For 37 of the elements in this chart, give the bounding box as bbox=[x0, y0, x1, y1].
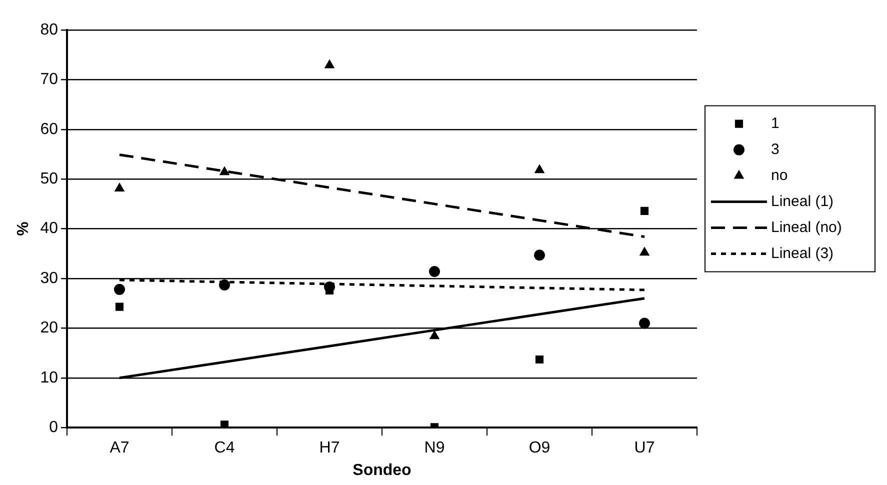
point bbox=[639, 318, 650, 329]
point bbox=[640, 206, 649, 215]
point bbox=[429, 266, 440, 278]
point bbox=[114, 284, 125, 295]
point bbox=[115, 302, 124, 311]
y-tick-label: 0 bbox=[49, 419, 58, 436]
y-tick-label: 40 bbox=[40, 220, 58, 238]
legend-label: 1 bbox=[771, 114, 780, 132]
point bbox=[324, 60, 334, 68]
point bbox=[640, 247, 650, 256]
point bbox=[535, 355, 544, 364]
point bbox=[220, 166, 230, 176]
point bbox=[534, 250, 545, 261]
x-tick-label: C4 bbox=[214, 440, 235, 457]
x-tick-label: O9 bbox=[528, 440, 550, 457]
y-tick-label: 60 bbox=[40, 120, 58, 138]
x-tick-label: N9 bbox=[424, 440, 445, 457]
legend-label: Lineal (no) bbox=[771, 218, 842, 236]
y-tick-label: 10 bbox=[40, 369, 58, 386]
x-tick-label: A7 bbox=[110, 440, 130, 457]
x-axis-title: Sondeo bbox=[352, 462, 412, 479]
x-tick-label: U7 bbox=[634, 440, 655, 457]
point bbox=[430, 330, 440, 340]
y-tick-label: 30 bbox=[40, 270, 58, 287]
y-axis-title: % bbox=[15, 222, 32, 236]
point bbox=[114, 183, 124, 192]
y-tick-label: 70 bbox=[40, 71, 58, 88]
y-tick-label: 20 bbox=[40, 320, 58, 337]
x-tick-label: H7 bbox=[319, 440, 340, 457]
point bbox=[219, 279, 230, 290]
legend-label: Lineal (3) bbox=[771, 244, 834, 262]
point bbox=[534, 164, 544, 174]
legend-label: 3 bbox=[771, 140, 780, 158]
y-tick-label: 80 bbox=[40, 21, 58, 38]
legend-label: no bbox=[771, 166, 788, 184]
y-tick-label: 50 bbox=[40, 170, 58, 188]
legend-label: Lineal (1) bbox=[771, 192, 834, 210]
